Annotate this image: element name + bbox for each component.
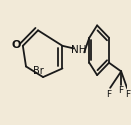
Text: F: F (107, 90, 112, 99)
Text: O: O (12, 40, 21, 50)
Text: F: F (119, 86, 124, 96)
Text: Br: Br (33, 66, 44, 76)
Text: NH: NH (71, 45, 87, 55)
Text: F: F (125, 90, 130, 99)
